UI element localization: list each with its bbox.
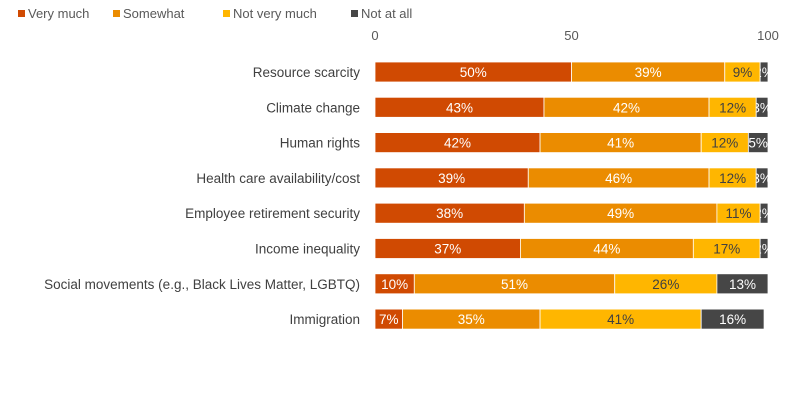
category-label: Employee retirement security — [185, 206, 360, 221]
data-label: 11% — [726, 206, 752, 221]
legend-swatch — [18, 10, 25, 17]
data-label: 5% — [748, 136, 768, 151]
bar-segment — [747, 132, 769, 154]
legend-swatch — [113, 10, 120, 17]
data-label: 7% — [379, 312, 399, 327]
category-label: Health care availability/cost — [196, 171, 360, 186]
bar-segment — [759, 61, 769, 83]
category-label: Human rights — [280, 136, 361, 151]
data-label: 13% — [729, 277, 756, 292]
data-label: 12% — [719, 171, 746, 186]
bar-segment — [759, 202, 769, 224]
data-label: 49% — [607, 206, 634, 221]
data-label: 9% — [733, 65, 753, 80]
data-label: 35% — [458, 312, 485, 327]
data-label: 26% — [652, 277, 679, 292]
legend-label: Very much — [28, 6, 89, 21]
bar-segment — [755, 96, 769, 118]
x-tick-label: 100 — [757, 28, 779, 43]
legend-swatch — [223, 10, 230, 17]
data-label: 3% — [752, 100, 772, 115]
category-label: Climate change — [266, 100, 360, 115]
data-label: 10% — [381, 277, 408, 292]
category-label: Income inequality — [255, 242, 360, 257]
data-label: 12% — [711, 136, 738, 151]
legend-label: Not very much — [233, 6, 317, 21]
data-label: 39% — [635, 65, 662, 80]
data-label: 2% — [754, 65, 774, 80]
legend-label: Somewhat — [123, 6, 185, 21]
data-label: 51% — [501, 277, 528, 292]
data-label: 42% — [444, 136, 471, 151]
bar-segment — [759, 238, 769, 259]
bar-segment — [716, 273, 769, 295]
data-label: 41% — [607, 312, 634, 327]
data-label: 3% — [752, 171, 772, 186]
legend-swatch — [351, 10, 358, 17]
category-label: Immigration — [289, 312, 360, 327]
data-label: 43% — [446, 100, 473, 115]
bar-segment — [755, 167, 769, 189]
data-label: 44% — [593, 242, 620, 257]
data-label: 17% — [713, 242, 740, 257]
data-label: 2% — [754, 242, 774, 257]
legend-label: Not at all — [361, 6, 412, 21]
data-label: 42% — [613, 100, 640, 115]
x-tick-label: 50 — [564, 28, 578, 43]
category-label: Social movements (e.g., Black Lives Matt… — [44, 277, 360, 292]
category-label: Resource scarcity — [253, 65, 361, 80]
data-label: 37% — [434, 242, 461, 257]
bar-segment — [700, 308, 765, 330]
data-label: 2% — [754, 206, 774, 221]
x-tick-label: 0 — [371, 28, 378, 43]
data-label: 46% — [605, 171, 632, 186]
data-label: 39% — [438, 171, 465, 186]
data-label: 16% — [719, 312, 746, 327]
data-label: 50% — [460, 65, 487, 80]
data-label: 38% — [436, 206, 463, 221]
data-label: 12% — [719, 100, 746, 115]
data-label: 41% — [607, 136, 634, 151]
